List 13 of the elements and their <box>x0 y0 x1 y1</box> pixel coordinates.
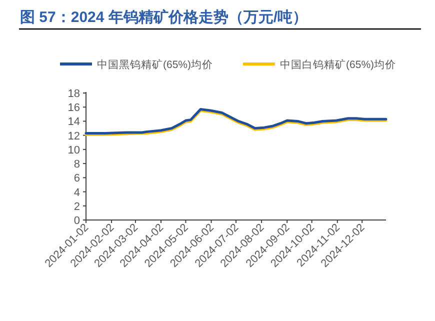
y-tick-label: 4 <box>74 186 80 199</box>
y-tick-label: 2 <box>74 200 80 213</box>
y-tick-label: 8 <box>74 158 80 171</box>
y-tick-label: 16 <box>68 102 80 114</box>
legend-label: 中国黑钨精矿(65%)均价 <box>97 58 214 71</box>
y-tick-label: 10 <box>68 144 80 156</box>
y-tick-label: 6 <box>74 172 80 185</box>
y-tick-label: 0 <box>74 215 80 227</box>
y-tick-label: 14 <box>68 116 80 128</box>
chart-title: 图 57：2024 年钨精矿价格走势（万元/吨） <box>20 8 308 26</box>
y-tick-label: 18 <box>68 88 80 100</box>
legend-label: 中国白钨精矿(65%)均价 <box>280 58 396 71</box>
y-tick-label: 12 <box>68 130 80 142</box>
